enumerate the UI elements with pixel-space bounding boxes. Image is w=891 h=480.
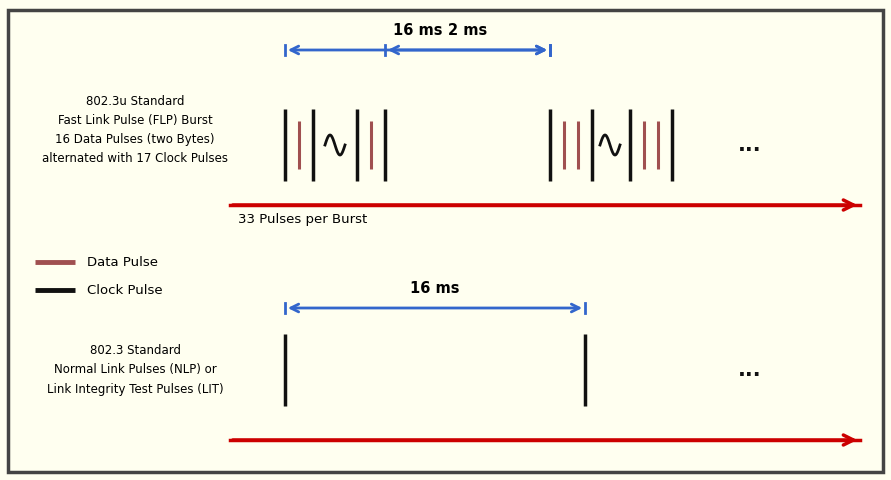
Text: 2 ms: 2 ms (448, 23, 487, 38)
Text: 802.3 Standard
Normal Link Pulses (NLP) or
Link Integrity Test Pulses (LIT): 802.3 Standard Normal Link Pulses (NLP) … (46, 345, 224, 396)
Text: 33 Pulses per Burst: 33 Pulses per Burst (238, 213, 367, 226)
Text: Clock Pulse: Clock Pulse (87, 284, 163, 297)
Text: Data Pulse: Data Pulse (87, 255, 158, 268)
Text: 16 ms: 16 ms (410, 281, 460, 296)
Text: ...: ... (738, 360, 762, 380)
Text: ...: ... (738, 135, 762, 155)
Text: 16 ms: 16 ms (393, 23, 442, 38)
Text: 802.3u Standard
Fast Link Pulse (FLP) Burst
16 Data Pulses (two Bytes)
alternate: 802.3u Standard Fast Link Pulse (FLP) Bu… (42, 95, 228, 165)
